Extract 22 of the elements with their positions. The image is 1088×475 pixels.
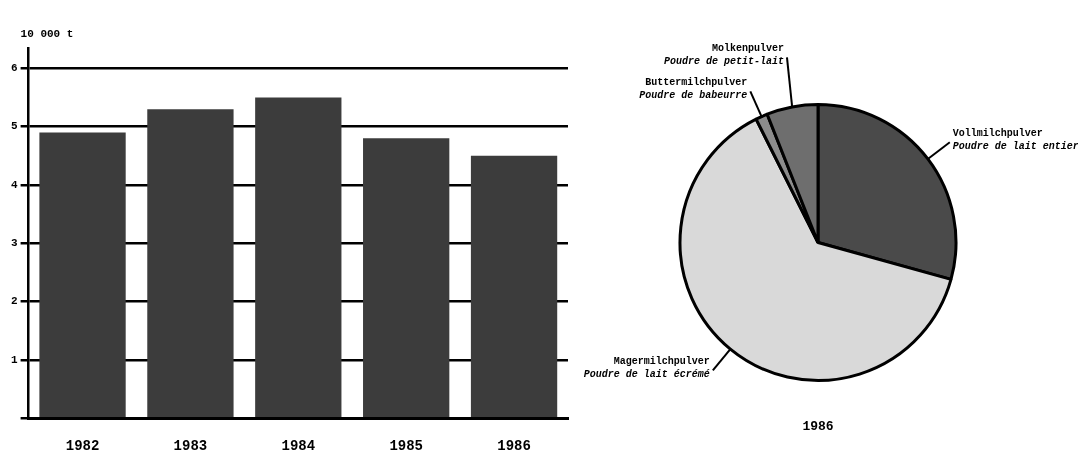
y-tick-label: 4 bbox=[10, 178, 18, 191]
x-tick-label: 1985 bbox=[389, 438, 423, 455]
slice-label: Molkenpulver Poudre de petit-lait bbox=[663, 42, 784, 67]
y-tick-label: 1 bbox=[10, 353, 18, 366]
slice-label: Magermilchpulver Poudre de lait écrémé bbox=[583, 355, 710, 380]
y-tick-label: 3 bbox=[10, 237, 18, 250]
y-tick-label: 5 bbox=[10, 120, 18, 133]
y-tick-label: 6 bbox=[10, 62, 18, 75]
text: 1986 bbox=[802, 419, 834, 435]
bar bbox=[147, 109, 234, 417]
bar bbox=[363, 138, 450, 417]
slice-label: Vollmilchpulver Poudre de lait entier bbox=[952, 127, 1079, 152]
x-tick-label: 1984 bbox=[281, 438, 316, 455]
y-axis-title: 10 000 t bbox=[20, 28, 74, 41]
x-tick-label: 1983 bbox=[173, 438, 208, 455]
bar bbox=[39, 132, 126, 417]
bar bbox=[470, 155, 558, 417]
x-tick-label: 1982 bbox=[65, 438, 100, 455]
bar bbox=[255, 97, 342, 417]
slice-label: Buttermilchpulver Poudre de babeurre bbox=[639, 76, 748, 101]
y-tick-label: 2 bbox=[10, 295, 18, 308]
x-tick-label: 1986 bbox=[497, 438, 531, 455]
